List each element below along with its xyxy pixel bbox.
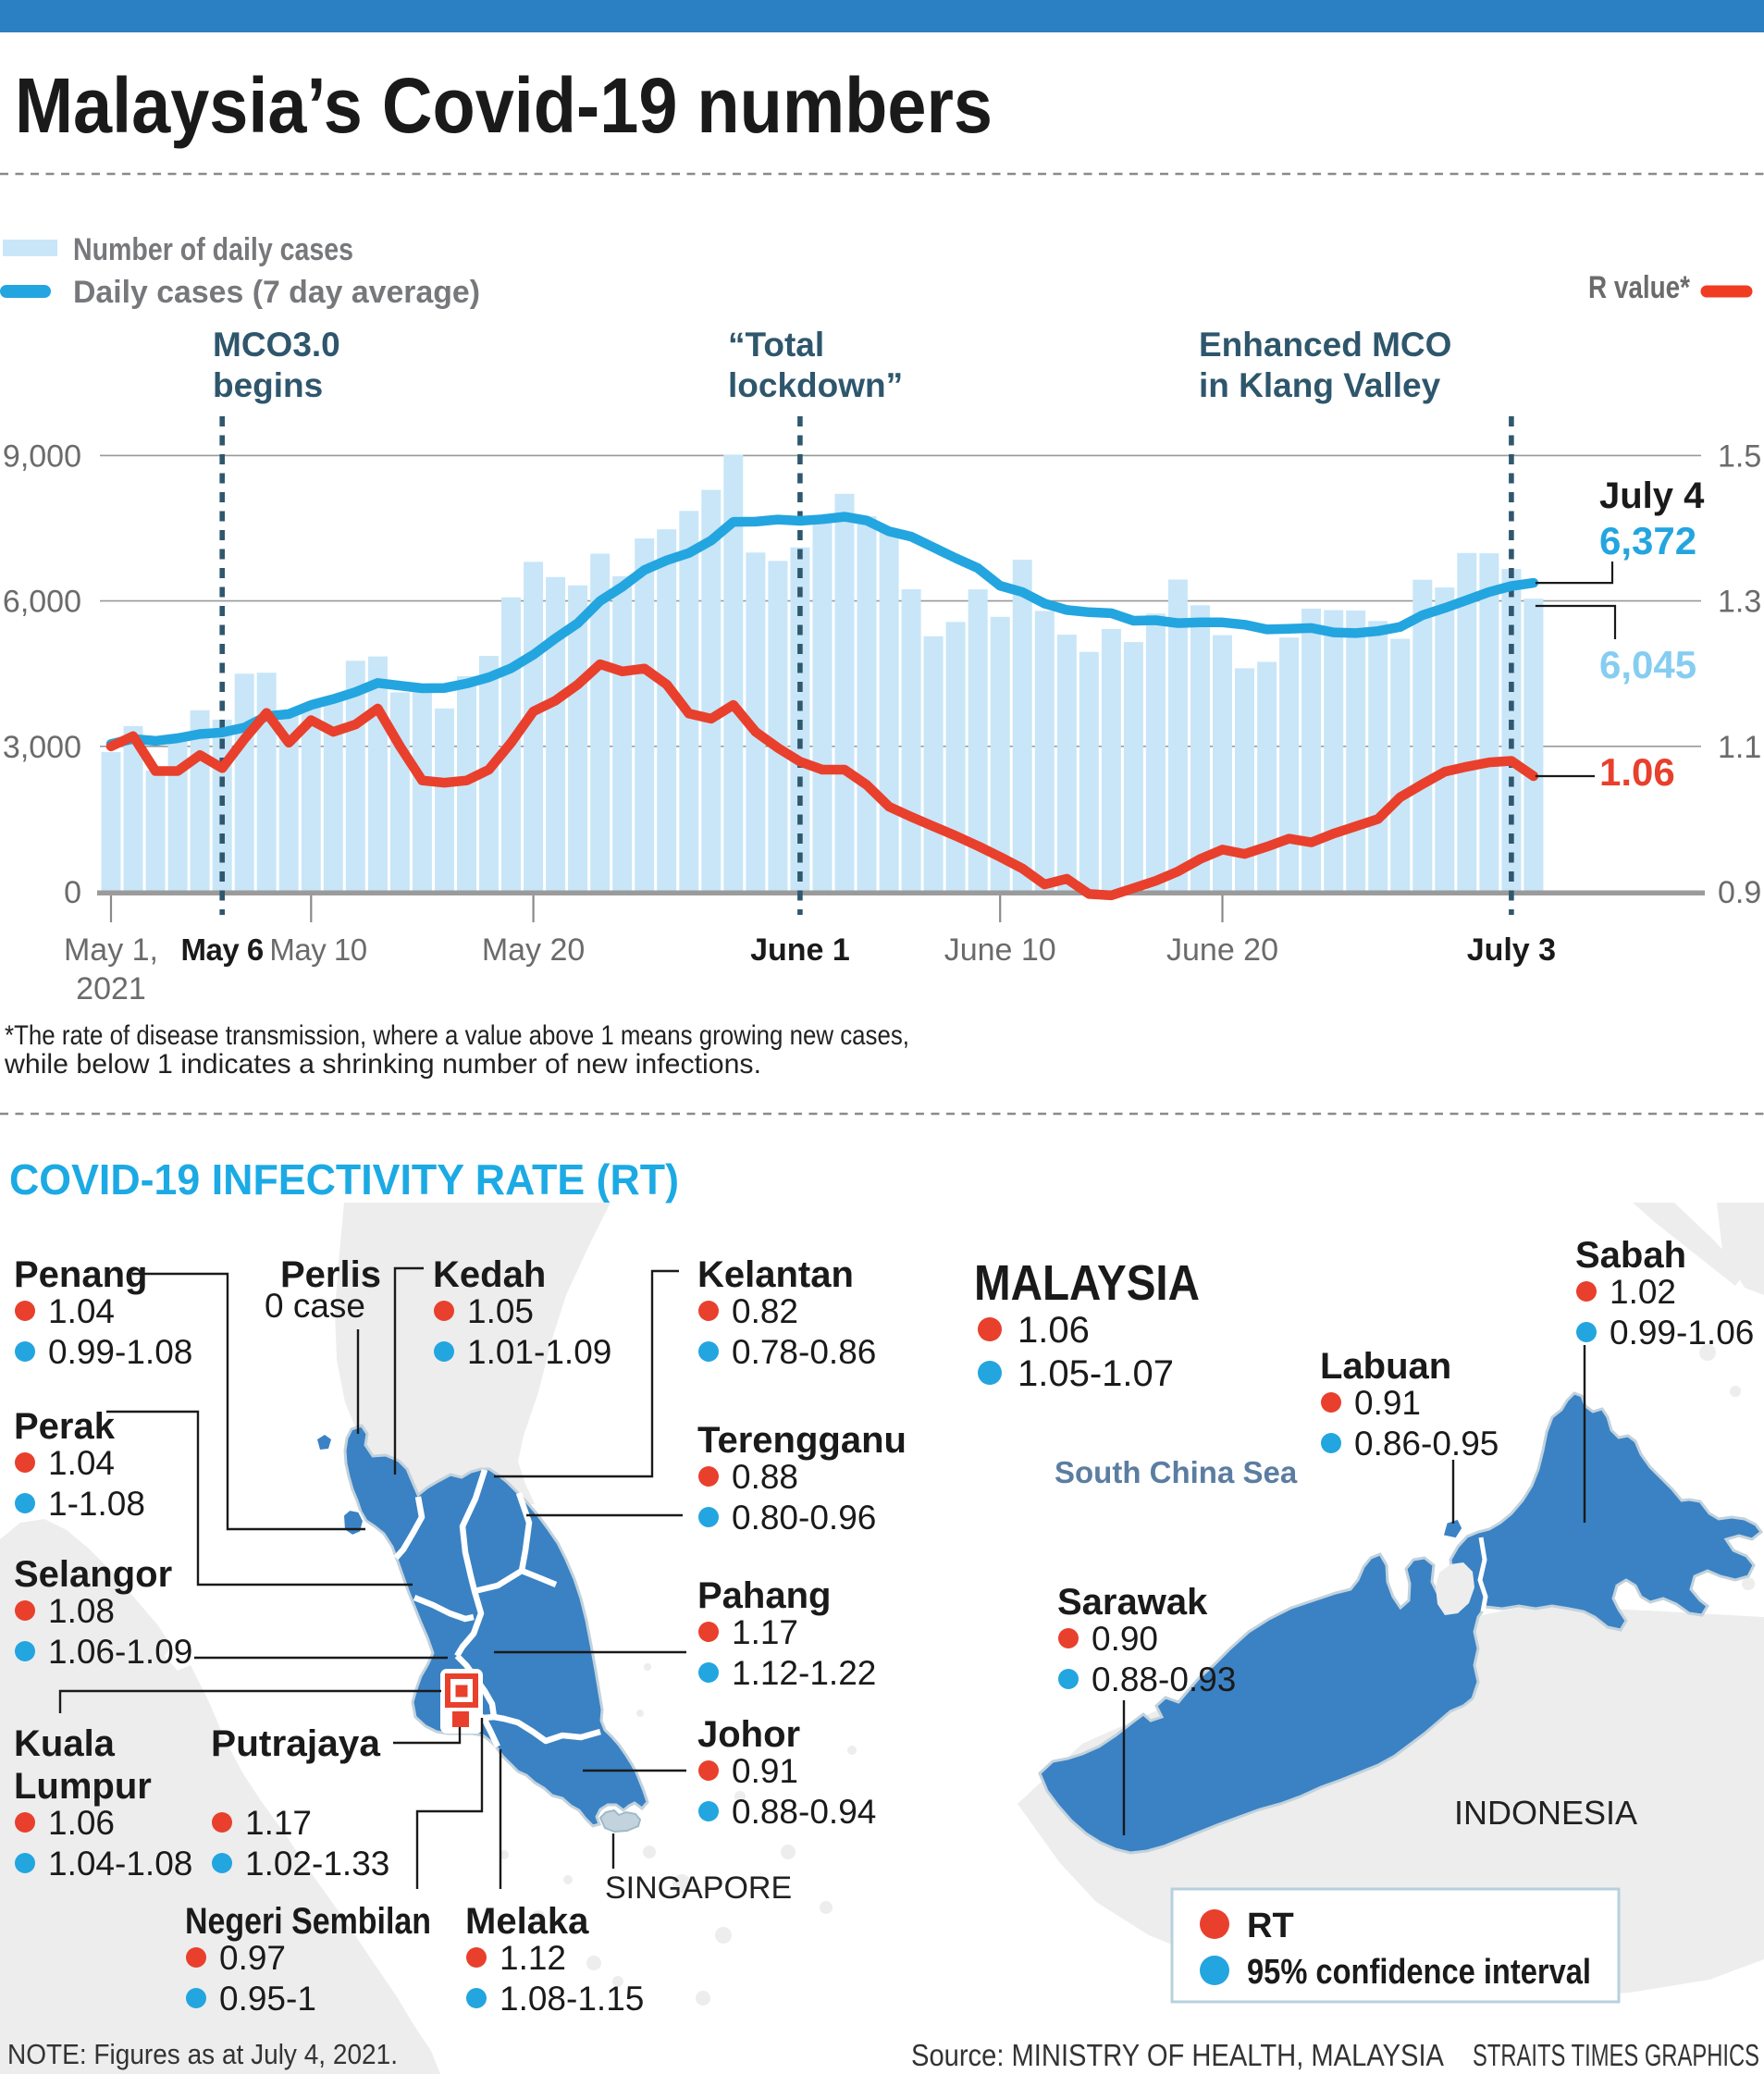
svg-text:Number of daily cases: Number of daily cases: [73, 232, 353, 267]
svg-text:Enhanced MCO: Enhanced MCO: [1199, 326, 1451, 364]
svg-text:9,000: 9,000: [3, 438, 81, 474]
svg-text:Melaka: Melaka: [465, 1901, 589, 1942]
svg-text:while below 1 indicates a shri: while below 1 indicates a shrinking numb…: [4, 1049, 761, 1080]
svg-text:95% confidence interval: 95% confidence interval: [1247, 1953, 1591, 1992]
svg-text:0.99-1.06: 0.99-1.06: [1610, 1314, 1754, 1352]
svg-text:May 10: May 10: [269, 932, 366, 967]
svg-text:Source: MINISTRY OF HEALTH, MA: Source: MINISTRY OF HEALTH, MALAYSIA: [911, 2038, 1444, 2072]
svg-text:begins: begins: [213, 366, 323, 404]
svg-text:1.08: 1.08: [48, 1592, 115, 1630]
svg-text:Terengganu: Terengganu: [697, 1420, 907, 1461]
svg-text:6,372: 6,372: [1599, 519, 1696, 562]
svg-text:1.06: 1.06: [48, 1804, 115, 1842]
svg-text:Sarawak: Sarawak: [1057, 1582, 1208, 1623]
svg-text:1.05: 1.05: [467, 1292, 534, 1330]
svg-text:1.12: 1.12: [500, 1939, 566, 1977]
svg-text:0.91: 0.91: [1354, 1384, 1421, 1422]
svg-text:1.01-1.09: 1.01-1.09: [467, 1333, 611, 1371]
svg-text:Pahang: Pahang: [697, 1575, 831, 1616]
svg-text:6,045: 6,045: [1599, 643, 1696, 686]
svg-text:1.08-1.15: 1.08-1.15: [500, 1980, 644, 2018]
svg-text:Labuan: Labuan: [1320, 1346, 1451, 1387]
svg-text:May 1,: May 1,: [64, 932, 158, 968]
svg-text:1.12-1.22: 1.12-1.22: [732, 1654, 876, 1692]
svg-text:3,000: 3,000: [3, 730, 81, 765]
svg-text:Putrajaya: Putrajaya: [211, 1723, 381, 1764]
svg-text:MALAYSIA: MALAYSIA: [974, 1255, 1200, 1311]
svg-text:1.02: 1.02: [1610, 1273, 1676, 1311]
svg-text:0.9: 0.9: [1718, 875, 1761, 910]
svg-text:1.3: 1.3: [1718, 585, 1761, 620]
svg-text:July 4: July 4: [1599, 475, 1705, 516]
svg-text:June 10: June 10: [944, 932, 1056, 968]
svg-text:1.04-1.08: 1.04-1.08: [48, 1845, 192, 1883]
svg-text:May 6: May 6: [181, 932, 264, 967]
svg-text:June 1: June 1: [750, 932, 850, 968]
svg-text:1.17: 1.17: [245, 1804, 312, 1842]
svg-text:1-1.08: 1-1.08: [48, 1485, 145, 1523]
svg-text:1.5: 1.5: [1718, 438, 1761, 474]
svg-text:2021: 2021: [76, 971, 146, 1006]
svg-text:Negeri Sembilan: Negeri Sembilan: [185, 1901, 431, 1942]
svg-text:0.82: 0.82: [732, 1292, 798, 1330]
svg-text:Lumpur: Lumpur: [14, 1766, 152, 1807]
svg-text:INDONESIA: INDONESIA: [1454, 1794, 1637, 1832]
svg-text:1.06: 1.06: [1599, 750, 1675, 794]
svg-text:1.1: 1.1: [1718, 730, 1761, 765]
svg-text:Perak: Perak: [14, 1406, 116, 1447]
svg-text:in Klang Valley: in Klang Valley: [1199, 366, 1441, 404]
svg-text:0.86-0.95: 0.86-0.95: [1354, 1425, 1499, 1463]
svg-text:Johor: Johor: [697, 1714, 800, 1755]
svg-text:0.95-1: 0.95-1: [219, 1980, 316, 2018]
svg-text:1.05-1.07: 1.05-1.07: [1018, 1353, 1174, 1394]
svg-text:Kuala: Kuala: [14, 1723, 116, 1764]
svg-text:0.88-0.94: 0.88-0.94: [732, 1793, 876, 1831]
svg-text:Daily cases (7 day average): Daily cases (7 day average): [73, 275, 480, 310]
svg-text:SINGAPORE: SINGAPORE: [605, 1870, 792, 1906]
svg-text:lockdown”: lockdown”: [728, 366, 903, 404]
svg-text:1.04: 1.04: [48, 1292, 115, 1330]
svg-text:0.91: 0.91: [732, 1752, 798, 1790]
svg-text:1.02-1.33: 1.02-1.33: [245, 1845, 389, 1883]
svg-text:6,000: 6,000: [3, 585, 81, 620]
svg-text:June 20: June 20: [1166, 932, 1278, 968]
svg-text:Kedah: Kedah: [433, 1254, 546, 1295]
svg-text:Penang: Penang: [14, 1254, 147, 1295]
svg-text:STRAITS TIMES GRAPHICS: STRAITS TIMES GRAPHICS: [1473, 2038, 1759, 2072]
svg-text:0.90: 0.90: [1092, 1620, 1158, 1658]
svg-text:RT: RT: [1247, 1907, 1294, 1945]
svg-text:Perlis: Perlis: [280, 1254, 381, 1295]
svg-text:0.78-0.86: 0.78-0.86: [732, 1333, 876, 1371]
svg-text:MCO3.0: MCO3.0: [213, 326, 340, 364]
svg-text:July 3: July 3: [1467, 932, 1556, 968]
svg-text:May 20: May 20: [482, 932, 586, 968]
svg-text:0.88-0.93: 0.88-0.93: [1092, 1660, 1236, 1698]
svg-text:0: 0: [64, 875, 81, 910]
svg-text:R value*: R value*: [1588, 270, 1691, 305]
svg-text:Kelantan: Kelantan: [697, 1254, 854, 1295]
svg-text:South China Sea: South China Sea: [1055, 1455, 1298, 1489]
svg-text:1.06: 1.06: [1018, 1310, 1090, 1351]
svg-text:0.88: 0.88: [732, 1458, 798, 1496]
svg-text:Malaysia’s Covid-19 numbers: Malaysia’s Covid-19 numbers: [15, 62, 993, 149]
svg-text:*The rate of disease transmiss: *The rate of disease transmission, where…: [5, 1020, 909, 1051]
svg-text:0.80-0.96: 0.80-0.96: [732, 1499, 876, 1537]
svg-text:1.17: 1.17: [732, 1613, 798, 1651]
svg-text:0.97: 0.97: [219, 1939, 286, 1977]
svg-text:“Total: “Total: [728, 326, 824, 364]
svg-text:0.99-1.08: 0.99-1.08: [48, 1333, 192, 1371]
svg-text:1.04: 1.04: [48, 1444, 115, 1482]
svg-text:1.06-1.09: 1.06-1.09: [48, 1633, 192, 1671]
svg-text:Sabah: Sabah: [1575, 1235, 1686, 1276]
svg-text:NOTE: Figures as at July 4, 20: NOTE: Figures as at July 4, 2021.: [7, 2038, 398, 2070]
svg-text:0 case: 0 case: [265, 1287, 365, 1325]
svg-text:Selangor: Selangor: [14, 1554, 172, 1595]
svg-text:COVID-19 INFECTIVITY RATE (RT): COVID-19 INFECTIVITY RATE (RT): [9, 1155, 679, 1204]
